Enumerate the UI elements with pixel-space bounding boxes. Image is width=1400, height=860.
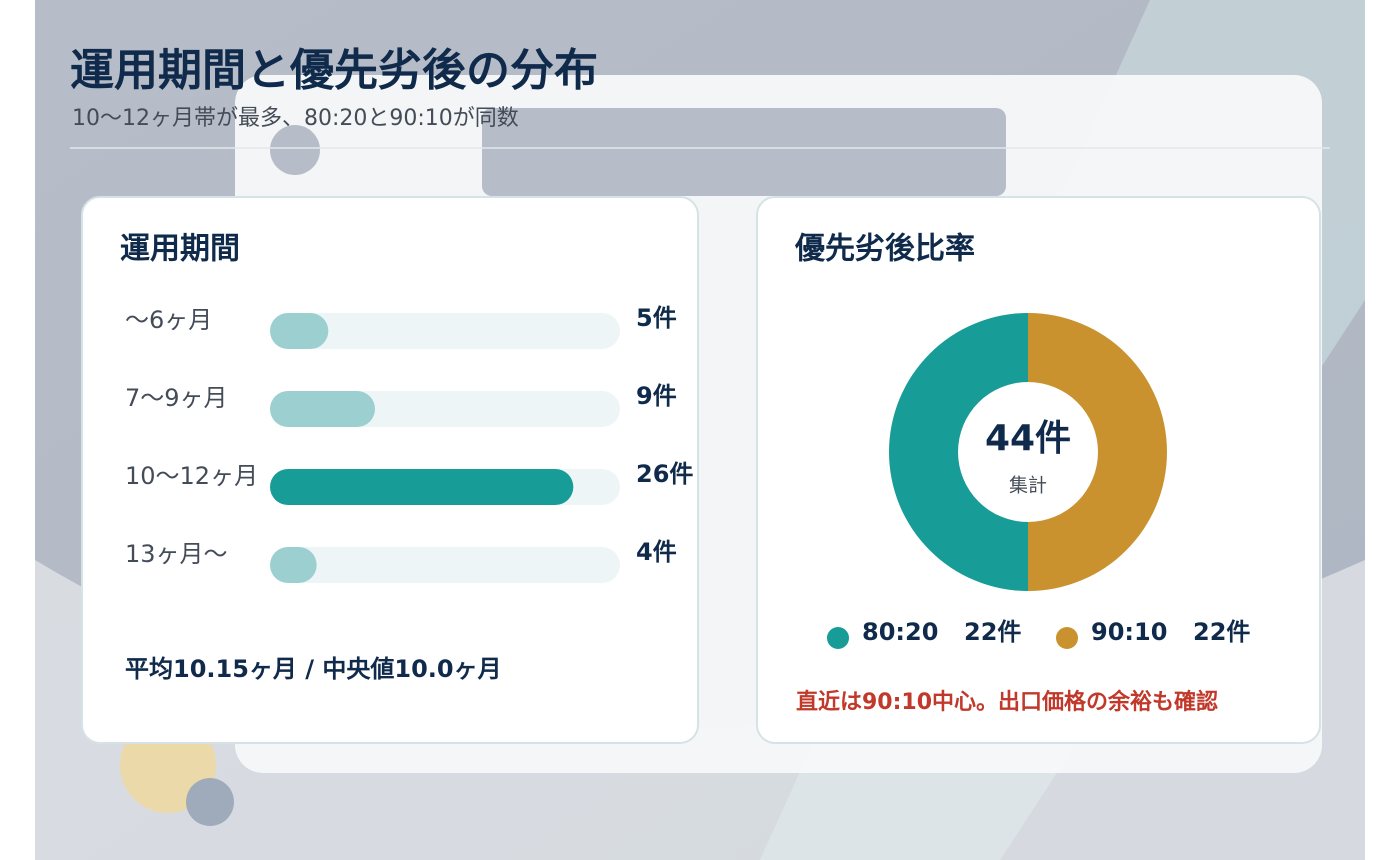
footnote: 平均10.15ヶ月 / 中央値10.0ヶ月 (125, 655, 502, 683)
pie-slice (889, 313, 1028, 591)
note: 直近は90:10中心。出口価格の余裕も確認 (796, 689, 1218, 715)
bar-label: 〜6ヶ月 (125, 306, 212, 334)
value-label: 4件 (636, 538, 677, 566)
bar-label: 7〜9ヶ月 (125, 384, 228, 412)
decor-circle (186, 778, 234, 826)
bar-track (270, 313, 620, 349)
bar (270, 469, 574, 505)
bar-label: 10〜12ヶ月 (125, 462, 258, 490)
plots: 〜6ヶ月 5件 7〜9ヶ月 9件 10〜12ヶ月 26件 13ヶ月〜 4件 80:20 22件 90… (125, 304, 1250, 649)
bar (270, 391, 375, 427)
center-label: 44件 (985, 418, 1071, 459)
panel (756, 196, 1321, 744)
decor-icon (270, 125, 320, 175)
panel-title: 運用期間 (120, 232, 240, 267)
pie-slice (1028, 313, 1167, 591)
panel-title: 優先劣後比率 (794, 232, 975, 267)
bar-track (270, 547, 620, 583)
decor-block (482, 108, 1006, 196)
slide-title: 運用期間と優先劣後の分布 (70, 45, 598, 96)
legend-marker (827, 627, 849, 649)
value-label: 9件 (636, 382, 677, 410)
bar (270, 313, 329, 349)
slide-subtitle: 10〜12ヶ月帯が最多、80:20と90:10が同数 (72, 106, 519, 131)
legend-label: 80:20 (862, 618, 938, 646)
legend-value: 22件 (1193, 618, 1250, 646)
decor-shape (35, 560, 1365, 860)
value-label: 26件 (636, 460, 693, 488)
bar (270, 547, 317, 583)
value-label: 5件 (636, 304, 677, 332)
legend-value: 22件 (964, 618, 1021, 646)
center-sublabel: 集計 (1009, 475, 1047, 497)
legend-label: 90:10 (1091, 618, 1167, 646)
legend-marker (1056, 627, 1078, 649)
bar-label: 13ヶ月〜 (125, 540, 228, 568)
